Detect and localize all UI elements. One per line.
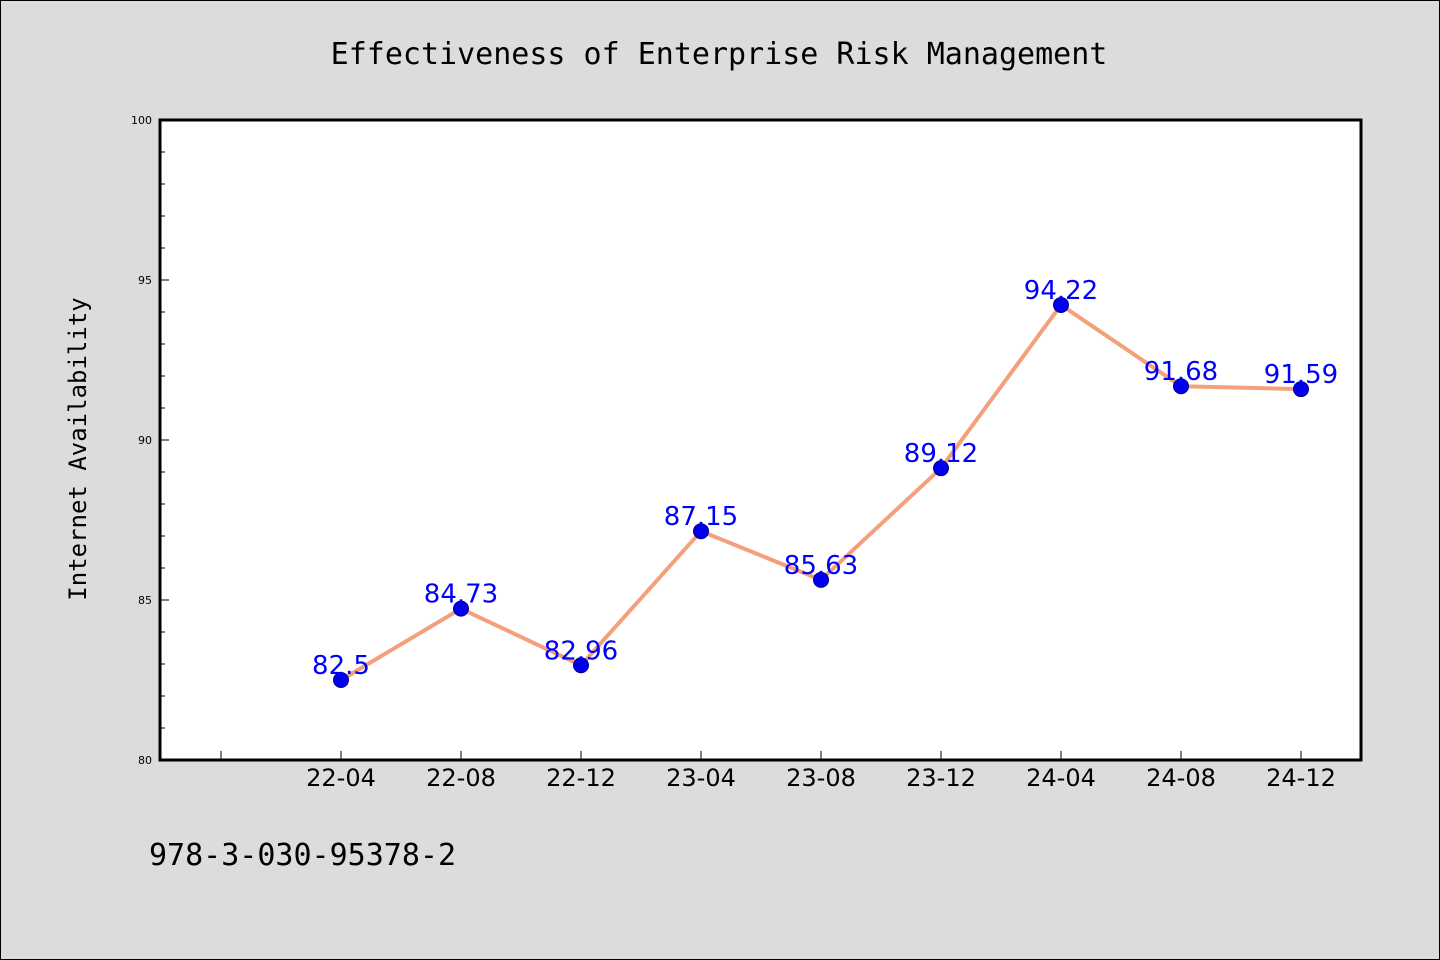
data-label: 87.15 xyxy=(664,502,738,532)
data-label: 85.63 xyxy=(784,551,858,581)
data-label: 91.59 xyxy=(1264,360,1338,390)
y-tick-label: 85 xyxy=(138,594,152,607)
data-point xyxy=(693,523,709,540)
data-point xyxy=(1173,378,1189,395)
markers-layer xyxy=(333,296,1309,688)
data-label: 82.5 xyxy=(312,651,370,681)
x-tick-label: 22-04 xyxy=(306,764,376,792)
data-label: 82.96 xyxy=(544,636,618,666)
data-point xyxy=(813,571,829,588)
x-tick-label: 22-08 xyxy=(426,764,496,792)
y-tick-label: 100 xyxy=(131,114,152,127)
data-point xyxy=(573,657,589,674)
chart-title: Effectiveness of Enterprise Risk Managem… xyxy=(331,37,1108,72)
x-tick-label: 23-12 xyxy=(906,764,976,792)
data-label: 89.12 xyxy=(904,439,978,469)
data-point xyxy=(1293,381,1309,398)
data-point xyxy=(1053,296,1069,313)
data-label: 91.68 xyxy=(1144,357,1218,387)
data-label: 84.73 xyxy=(424,580,498,610)
x-tick-label: 24-04 xyxy=(1026,764,1096,792)
data-point xyxy=(453,600,469,617)
x-tick-label: 24-08 xyxy=(1146,764,1216,792)
y-tick-label: 90 xyxy=(138,434,152,447)
data-point xyxy=(933,460,949,477)
x-tick-label: 23-08 xyxy=(786,764,856,792)
data-labels-layer: 82.5 84.73 82.96 87.15 85.63 89.12 94.22 91.68 9… xyxy=(312,276,1338,681)
y-tick-label: 80 xyxy=(138,754,152,767)
y-axis-label: Internet Availability xyxy=(64,297,92,600)
x-tick-label: 22-12 xyxy=(546,764,616,792)
data-label: 94.22 xyxy=(1024,276,1098,306)
footer-isbn: 978-3-030-95378-2 xyxy=(149,838,456,873)
x-tick-label: 23-04 xyxy=(666,764,736,792)
plot-area xyxy=(158,118,1363,762)
data-point xyxy=(333,672,349,688)
axis-ticks: 80 85 90 95 100 22-04 22-08 22-12 23-04 23-08 23-1… xyxy=(131,114,1336,792)
x-tick-label: 24-12 xyxy=(1266,764,1336,792)
y-tick-label: 95 xyxy=(138,274,152,287)
